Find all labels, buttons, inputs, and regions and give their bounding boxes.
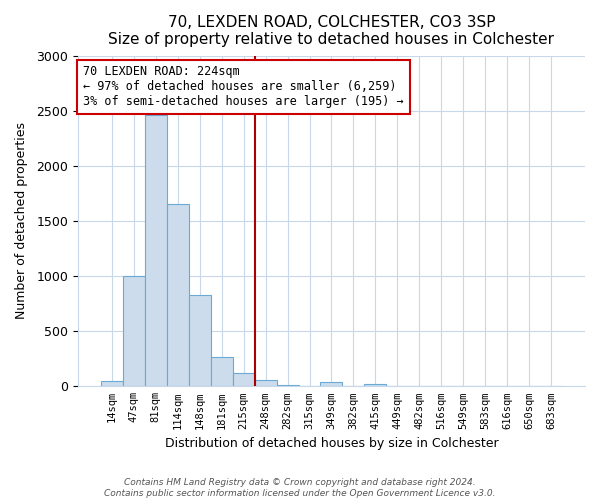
Bar — [123, 276, 145, 386]
Bar — [233, 373, 254, 386]
Text: Contains HM Land Registry data © Crown copyright and database right 2024.
Contai: Contains HM Land Registry data © Crown c… — [104, 478, 496, 498]
Bar — [101, 381, 123, 386]
Title: 70, LEXDEN ROAD, COLCHESTER, CO3 3SP
Size of property relative to detached house: 70, LEXDEN ROAD, COLCHESTER, CO3 3SP Siz… — [109, 15, 554, 48]
Bar — [277, 385, 299, 386]
Y-axis label: Number of detached properties: Number of detached properties — [15, 122, 28, 320]
Bar — [364, 384, 386, 386]
Bar — [254, 380, 277, 386]
Bar — [320, 382, 343, 386]
X-axis label: Distribution of detached houses by size in Colchester: Distribution of detached houses by size … — [164, 437, 498, 450]
Bar — [167, 204, 189, 386]
Bar — [189, 295, 211, 386]
Bar — [211, 356, 233, 386]
Text: 70 LEXDEN ROAD: 224sqm
← 97% of detached houses are smaller (6,259)
3% of semi-d: 70 LEXDEN ROAD: 224sqm ← 97% of detached… — [83, 66, 404, 108]
Bar — [145, 115, 167, 386]
